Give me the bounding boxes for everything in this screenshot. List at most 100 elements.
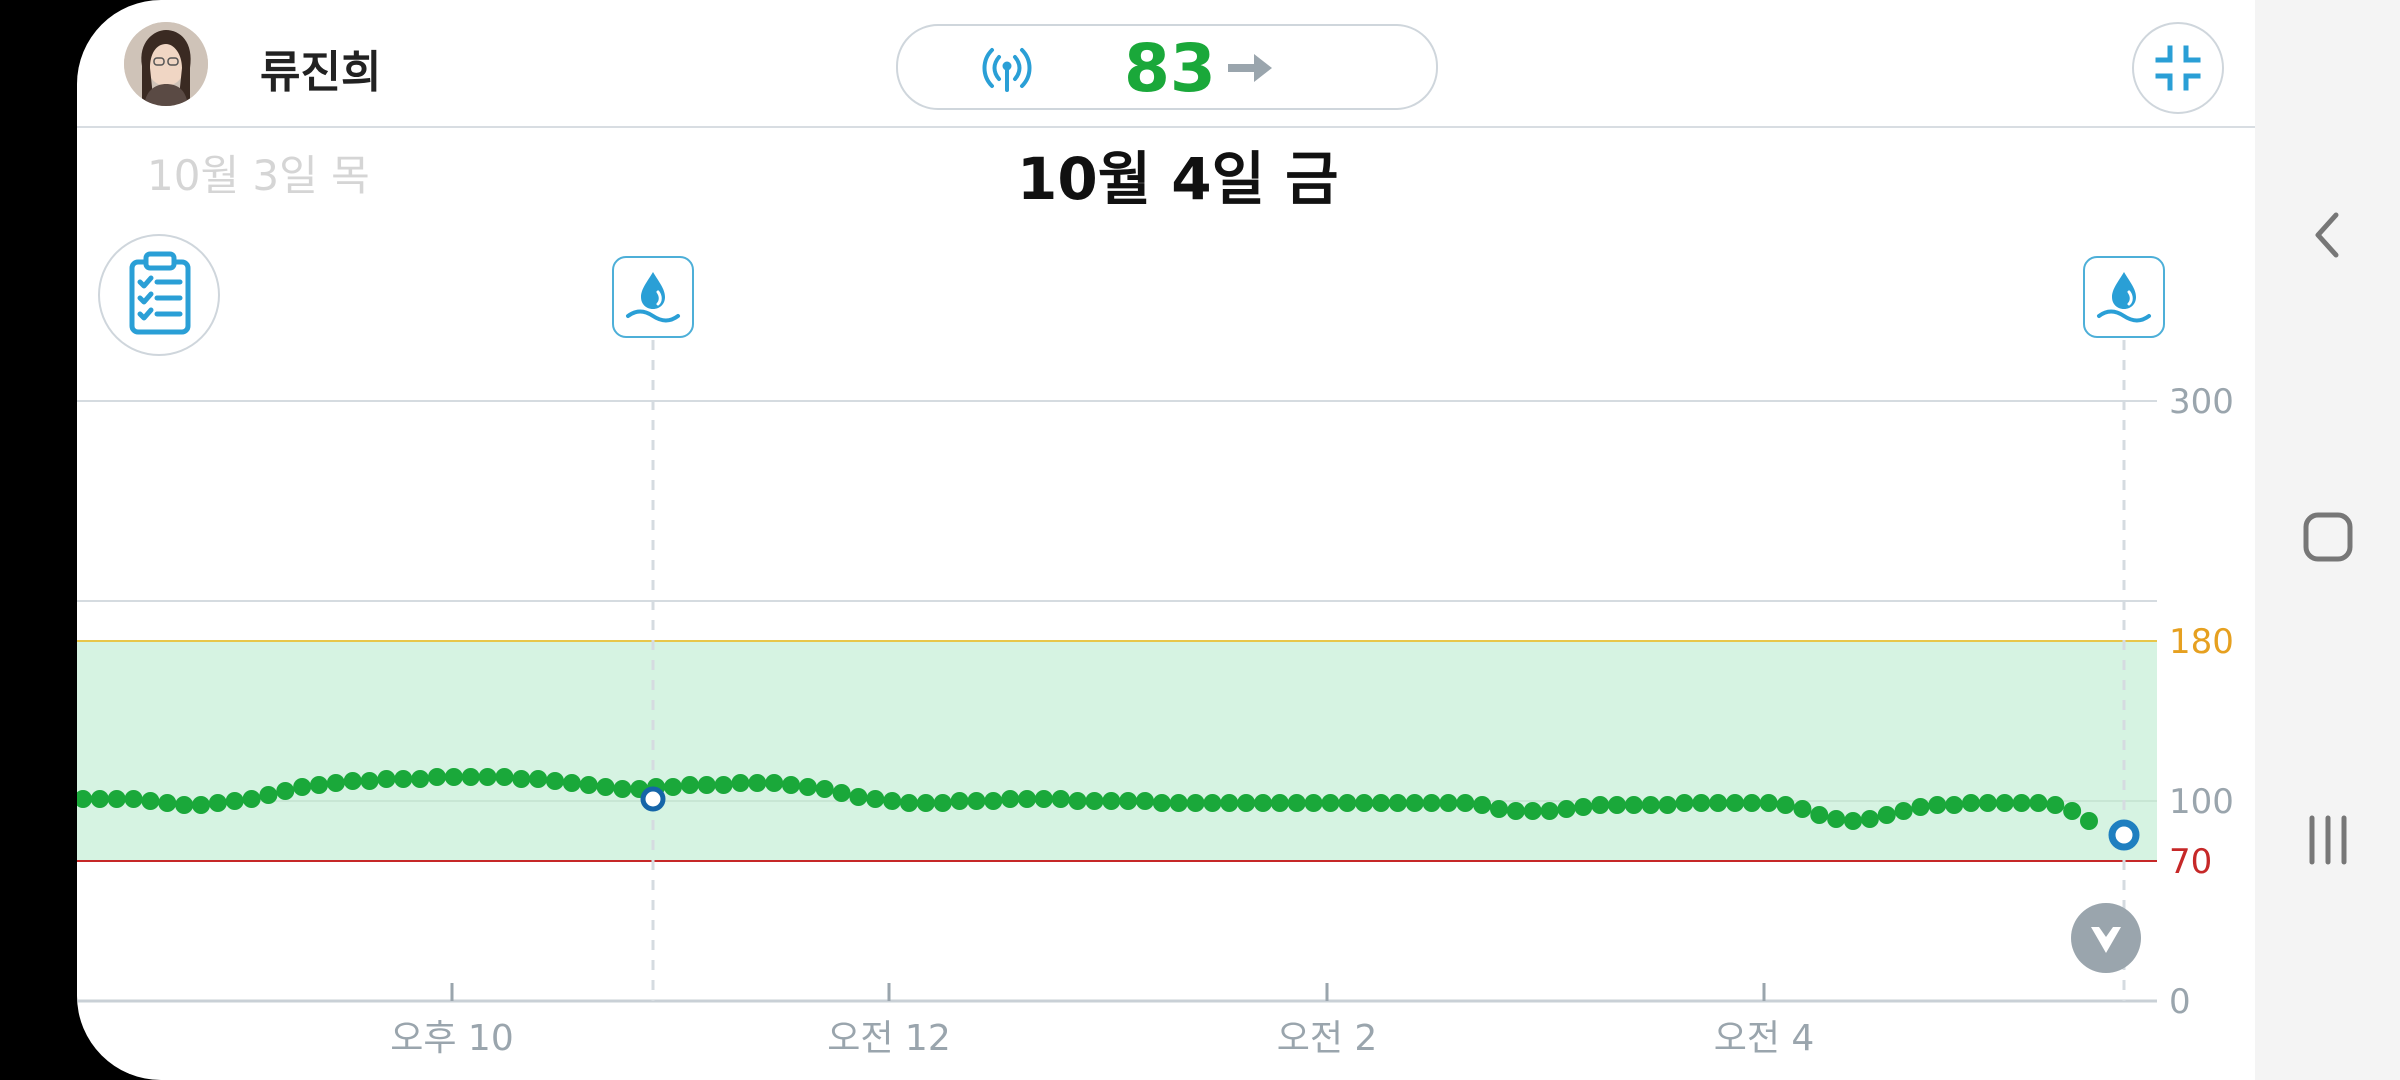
- system-navigation-bar: [2255, 0, 2400, 1080]
- glucose-point: [1844, 812, 1862, 830]
- y-tick-label: 70: [2169, 842, 2212, 882]
- glucose-point: [1287, 794, 1306, 812]
- current-glucose-panel[interactable]: 83: [896, 24, 1438, 110]
- glucose-point: [967, 792, 986, 810]
- back-button[interactable]: [2255, 180, 2400, 290]
- glucose-point: [664, 778, 682, 796]
- glucose-point: [1928, 796, 1947, 814]
- glucose-point: [1726, 794, 1744, 812]
- glucose-point: [293, 778, 312, 796]
- glucose-point: [546, 772, 564, 790]
- avatar[interactable]: [124, 22, 208, 106]
- glucose-point: [1388, 794, 1407, 812]
- glucose-point: [310, 776, 328, 794]
- glucose-point: [1152, 794, 1171, 812]
- home-button[interactable]: [2255, 482, 2400, 592]
- glucose-point: [1995, 794, 2014, 812]
- x-tick-label: 오전 12: [827, 1018, 951, 1059]
- glucose-point: [90, 790, 109, 808]
- water-drop-icon-marker[interactable]: [612, 256, 694, 338]
- water-drop-icon: [2097, 272, 2151, 323]
- glucose-point: [107, 790, 126, 808]
- header-divider: [77, 126, 2255, 128]
- target-range-band: [77, 641, 2157, 861]
- glucose-point: [326, 774, 345, 792]
- glucose-point: [1827, 810, 1846, 828]
- glucose-point: [1405, 794, 1424, 812]
- x-tick-label: 오전 2: [1277, 1018, 1378, 1059]
- log-book-button[interactable]: [98, 234, 220, 356]
- glucose-point: [2063, 802, 2082, 820]
- glucose-point: [2046, 796, 2065, 814]
- glucose-point: [1169, 794, 1188, 812]
- glucose-point: [1068, 792, 1087, 810]
- previous-date-label[interactable]: 10월 3일 목: [147, 151, 370, 200]
- glucose-point: [916, 794, 935, 812]
- glucose-point: [411, 770, 430, 788]
- glucose-point: [1203, 794, 1222, 812]
- y-tick-label: 300: [2169, 382, 2234, 422]
- glucose-point: [579, 776, 598, 794]
- glucose-point: [512, 770, 531, 788]
- glucose-point: [1624, 796, 1643, 814]
- glucose-point: [225, 792, 244, 810]
- glucose-point: [2080, 812, 2098, 830]
- signal-icon: [982, 48, 1032, 92]
- glucose-point: [1574, 798, 1593, 816]
- home-icon: [2303, 512, 2352, 562]
- glucose-point: [1270, 794, 1289, 812]
- glucose-point: [141, 792, 160, 810]
- glucose-point: [1506, 802, 1525, 820]
- clipboard-checklist-icon: [129, 251, 191, 335]
- collapse-button[interactable]: [2132, 22, 2224, 114]
- glucose-point: [360, 772, 379, 790]
- glucose-point: [1759, 794, 1778, 812]
- glucose-point: [1338, 794, 1357, 812]
- glucose-point: [529, 770, 548, 788]
- glucose-point: [1776, 796, 1795, 814]
- glucose-point: [1220, 794, 1239, 812]
- glucose-value: 83: [1124, 30, 1216, 107]
- y-tick-label: 100: [2169, 782, 2234, 822]
- glucose-point: [815, 780, 834, 798]
- glucose-point: [1709, 794, 1728, 812]
- glucose-point: [1439, 794, 1458, 812]
- scroll-to-latest-button[interactable]: [2071, 903, 2141, 973]
- glucose-point: [1001, 790, 1020, 808]
- glucose-point: [1557, 800, 1576, 818]
- current-reading-point: [2108, 819, 2140, 851]
- glucose-point: [77, 790, 92, 808]
- glucose-chart[interactable]: 300 180 100 70 0 오후 10 오전 12 오전 2 오전 4: [77, 0, 2255, 1080]
- glucose-point: [1945, 796, 1964, 814]
- glucose-point: [192, 796, 210, 814]
- glucose-point: [175, 796, 194, 814]
- glucose-point: [1608, 796, 1626, 814]
- glucose-point: [276, 782, 295, 800]
- collapse-icon: [2155, 45, 2201, 91]
- glucose-point: [1237, 794, 1256, 812]
- glucose-point: [1085, 792, 1104, 810]
- glucose-point: [1254, 794, 1272, 812]
- glucose-point: [1136, 792, 1154, 810]
- y-tick-label: 180: [2169, 622, 2234, 662]
- glucose-point: [461, 768, 480, 786]
- glucose-point: [798, 778, 817, 796]
- glucose-point: [782, 776, 800, 794]
- glucose-point: [394, 770, 413, 788]
- current-date-label: 10월 4일 금: [1017, 145, 1339, 213]
- water-drop-icon-marker[interactable]: [2083, 256, 2165, 338]
- glucose-point: [428, 768, 446, 786]
- glucose-point: [1102, 792, 1121, 810]
- glucose-point: [2012, 794, 2031, 812]
- glucose-point: [1742, 794, 1761, 812]
- glucose-point: [883, 792, 902, 810]
- recents-icon: [2309, 815, 2346, 865]
- glucose-point: [2029, 794, 2048, 812]
- glucose-point: [242, 790, 261, 808]
- glucose-point: [1540, 802, 1559, 820]
- recents-button[interactable]: [2255, 785, 2400, 895]
- glucose-point: [1372, 794, 1390, 812]
- event-point: [640, 786, 666, 812]
- glucose-point: [1911, 798, 1930, 816]
- glucose-point: [765, 774, 784, 792]
